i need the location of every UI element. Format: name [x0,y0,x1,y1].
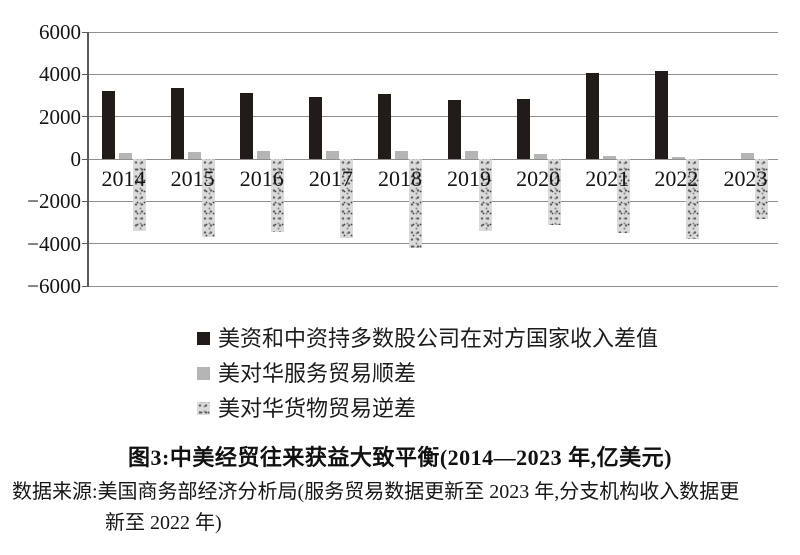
legend-swatch-gray-icon [197,367,210,380]
bar-speckled-2022 [685,159,699,240]
bar-gray-2020 [533,154,547,159]
y-axis-label: −6000 [27,274,81,298]
bar-black-2020 [516,98,530,159]
bar-gray-2017 [326,150,340,159]
data-source-note: 数据来源:美国商务部经济分析局(服务贸易数据更新至 2023 年,分支机构收入数… [12,477,794,539]
y-axis-label: −4000 [27,231,81,256]
bar-black-2019 [447,99,461,159]
x-axis-label-2018: 2018 [377,166,422,191]
y-axis-label: −2000 [27,189,81,214]
gridline-6000 [89,31,778,33]
y-axis-label: 4000 [39,62,81,87]
bar-speckled-2015 [202,159,216,238]
plot-area: 6000 4000 2000 0 −2000 −4000 −6000 2014 2015 2016… [27,21,778,297]
gridline-2000 [89,116,778,118]
gridline--6000 [89,285,778,287]
bar-speckled-2023 [754,159,768,220]
x-axis-label-2023: 2023 [723,166,768,191]
x-axis-label-2021: 2021 [585,166,630,191]
y-axis-tick [82,200,89,202]
bar-gray-2023 [740,153,754,159]
bar-speckled-2017 [340,159,354,239]
x-axis-label-2019: 2019 [447,166,492,191]
source-line-1: 数据来源:美国商务部经济分析局(服务贸易数据更新至 2023 年,分支机构收入数… [12,481,740,503]
x-axis-label-2014: 2014 [101,166,146,191]
y-axis-label: 2000 [39,104,81,129]
x-axis-label-2022: 2022 [654,166,699,191]
x-axis-label-2020: 2020 [516,166,561,191]
bar-black-2015 [171,88,185,159]
bar-black-2018 [378,94,392,159]
legend-item-income-gap: 美资和中资持多数股公司在对方国家收入差值 [197,321,658,356]
y-axis-tick [82,158,89,160]
bar-black-2017 [309,96,323,159]
legend-swatch-speckled-icon [197,402,210,415]
bar-black-2021 [585,73,599,159]
y-axis-tick [82,116,89,118]
y-axis-tick [82,31,89,33]
gridline-4000 [89,73,778,75]
gridline-0 [89,158,778,160]
legend-item-goods-deficit: 美对华货物贸易逆差 [197,391,658,426]
bar-black-2016 [240,93,254,159]
bar-gray-2014 [119,153,132,159]
bar-gray-2018 [395,150,409,159]
bar-gray-2015 [188,152,202,159]
x-axis-label-2017: 2017 [308,166,353,191]
legend-label: 美资和中资持多数股公司在对方国家收入差值 [218,325,659,351]
legend: 美资和中资持多数股公司在对方国家收入差值 美对华服务贸易顺差 美对华货物贸易逆差 [197,321,658,426]
legend-label: 美对华服务贸易顺差 [218,360,417,386]
bar-speckled-2016 [271,159,285,233]
bar-speckled-2021 [616,159,630,234]
bar-speckled-2014 [133,159,146,231]
bar-chart: 6000 4000 2000 0 −2000 −4000 −6000 2014 2015 2016… [27,21,778,297]
gridline--4000 [89,243,778,245]
bar-gray-2016 [257,151,271,159]
y-axis-label: 6000 [39,20,81,44]
figure-caption: 图3:中美经贸往来获益大致平衡(2014—2023 年,亿美元) [128,445,672,470]
bar-black-2014 [102,91,115,159]
gridline--2000 [89,200,778,202]
bar-speckled-2018 [409,159,423,248]
bar-black-2022 [654,71,668,159]
bar-speckled-2020 [547,159,561,225]
bar-speckled-2019 [478,159,492,231]
x-axis-label-2016: 2016 [239,166,284,191]
source-line-2: 新至 2022 年) [105,512,222,534]
y-axis-tick [82,243,89,245]
legend-swatch-black-icon [197,332,210,345]
legend-label: 美对华货物贸易逆差 [218,395,417,421]
x-axis-label-2015: 2015 [170,166,215,191]
legend-item-services-surplus: 美对华服务贸易顺差 [197,356,658,391]
bar-gray-2019 [464,151,478,159]
y-axis-tick [82,73,89,75]
y-axis-label: 0 [70,147,82,171]
y-axis-tick [82,285,89,287]
bar-gray-2021 [602,156,616,159]
bar-gray-2022 [671,157,685,159]
